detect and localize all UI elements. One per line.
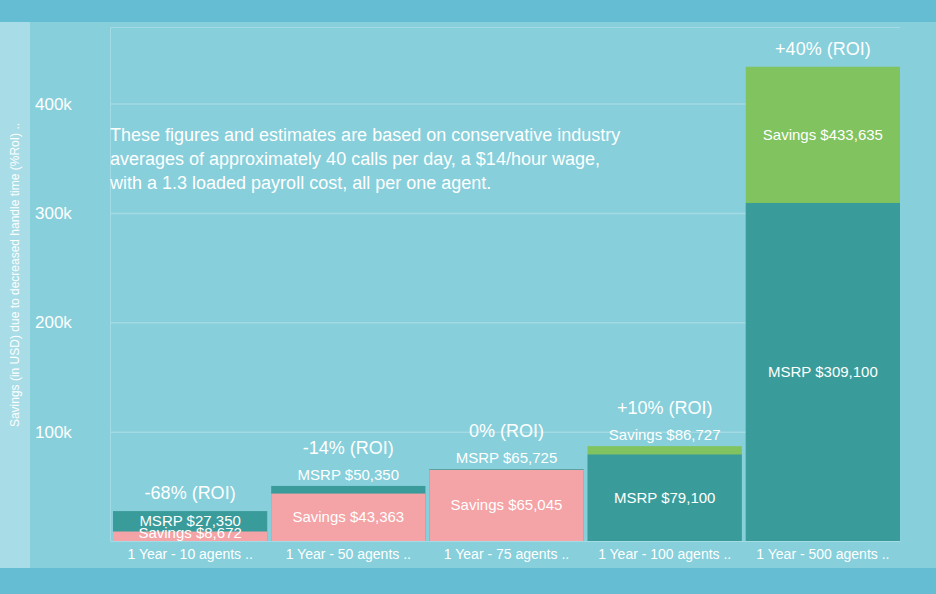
x-tick: 1 Year - 10 agents .. xyxy=(127,541,252,562)
roi-label: -68% (ROI) xyxy=(145,483,236,503)
x-tick: 1 Year - 75 agents .. xyxy=(444,541,569,562)
x-tick-label: 1 Year - 500 agents .. xyxy=(756,546,889,562)
chart: 100k 200k 300k 400k Savings (in USD) due to … xyxy=(0,0,936,594)
x-tick: 1 Year - 50 agents .. xyxy=(286,541,411,562)
x-tick: 1 Year - 500 agents .. xyxy=(756,541,889,562)
axis-strip xyxy=(0,22,30,568)
note-line: with a 1.3 loaded payroll cost, all per … xyxy=(109,173,491,193)
data-label: MSRP $309,100 xyxy=(768,363,878,380)
x-tick-label: 1 Year - 100 agents .. xyxy=(598,546,731,562)
bar xyxy=(746,67,900,541)
x-axis-line xyxy=(114,541,901,542)
roi-label: 0% (ROI) xyxy=(469,421,544,441)
note-line: These figures and estimates are based on… xyxy=(110,125,620,145)
bar xyxy=(429,469,583,541)
data-label: Savings $65,045 xyxy=(451,496,563,513)
note-line: averages of approximately 40 calls per d… xyxy=(110,149,600,169)
bar xyxy=(271,486,425,541)
data-label: Savings $86,727 xyxy=(609,426,721,443)
labels: MSRP $27,350Savings $8,672-68% (ROI)MSRP… xyxy=(138,39,883,541)
background xyxy=(0,0,936,594)
note: These figures and estimates are based on… xyxy=(109,125,620,193)
y-axis: 100k 200k 300k 400k xyxy=(35,28,900,542)
data-label: MSRP $79,100 xyxy=(614,489,715,506)
y-tick-label: 300k xyxy=(35,204,72,223)
roi-label: +10% (ROI) xyxy=(617,398,713,418)
bar xyxy=(588,454,742,541)
bar xyxy=(746,203,900,541)
x-tick-label: 1 Year - 75 agents .. xyxy=(444,546,569,562)
x-axis: 1 Year - 10 agents .. 1 Year - 50 agents … xyxy=(114,541,901,562)
y-tick-label: 200k xyxy=(35,313,72,332)
bar xyxy=(271,494,425,541)
roi-label: +40% (ROI) xyxy=(775,39,871,59)
bar xyxy=(429,470,583,541)
bar xyxy=(113,511,267,541)
x-tick-label: 1 Year - 50 agents .. xyxy=(286,546,411,562)
data-label: Savings $8,672 xyxy=(138,524,241,541)
data-label: MSRP $65,725 xyxy=(456,449,557,466)
y-axis-title: Savings (in USD) due to decreased handle… xyxy=(8,123,22,427)
bar xyxy=(588,446,742,541)
y-axis-line xyxy=(111,28,901,542)
y-tick-label: 400k xyxy=(35,94,72,113)
data-label: Savings $43,363 xyxy=(292,508,404,525)
x-tick-label: 1 Year - 10 agents .. xyxy=(127,546,252,562)
roi-label: -14% (ROI) xyxy=(303,438,394,458)
data-label: Savings $433,635 xyxy=(763,126,883,143)
x-tick: 1 Year - 100 agents .. xyxy=(598,541,731,562)
data-label: MSRP $50,350 xyxy=(298,466,399,483)
plot-background xyxy=(0,22,936,568)
y-tick-label: 100k xyxy=(35,423,72,442)
